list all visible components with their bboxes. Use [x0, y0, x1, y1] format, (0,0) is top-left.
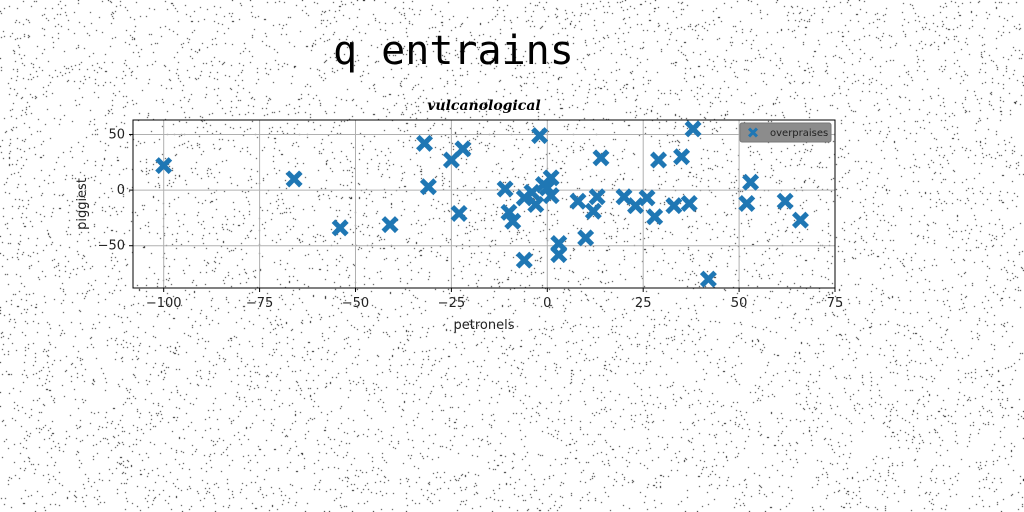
data-point [699, 270, 717, 288]
data-point [515, 251, 533, 269]
data-point [504, 212, 522, 230]
data-point [650, 151, 668, 169]
chart-title: vulcanological [427, 98, 540, 114]
data-point [381, 216, 399, 234]
x-tick-label: 50 [731, 296, 748, 311]
data-point [638, 189, 656, 207]
data-point [577, 229, 595, 247]
legend-marker [748, 127, 758, 138]
x-tick-label: −75 [246, 296, 273, 311]
x-tick-label: −100 [146, 296, 182, 311]
data-point [155, 157, 173, 175]
data-point [419, 178, 437, 196]
plot-frame [132, 119, 836, 289]
data-point [592, 149, 610, 167]
legend-label: overpraises [770, 128, 828, 139]
legend-box [739, 122, 832, 143]
data-point [416, 134, 434, 152]
data-point [450, 204, 468, 222]
data-point [442, 151, 460, 169]
data-point [569, 192, 587, 210]
y-tick-label: 50 [108, 127, 125, 142]
data-point [588, 188, 606, 206]
data-point [665, 197, 683, 215]
axis-ticks: −100 −75 −50 −25 0 25 50 75 50 0 −50 [98, 127, 844, 311]
data-point [627, 197, 645, 215]
data-point [673, 148, 691, 166]
data-point [646, 208, 664, 226]
data-point [584, 202, 602, 220]
x-tick-label: 75 [827, 296, 844, 311]
x-axis-label: petronels [454, 318, 515, 333]
x-tick-label: 25 [635, 296, 652, 311]
data-point [527, 196, 545, 214]
x-tick-label: 0 [543, 296, 551, 311]
data-point [542, 187, 560, 205]
y-axis-label: piggiest [75, 178, 90, 230]
data-points [155, 120, 809, 288]
legend: overpraises [739, 122, 832, 143]
data-point [738, 194, 756, 212]
data-point [523, 183, 541, 201]
data-point [331, 219, 349, 237]
legend-marker-icon [748, 127, 758, 138]
y-tick-label: −50 [98, 239, 125, 254]
data-point [454, 140, 472, 158]
data-point [742, 173, 760, 191]
data-point [496, 180, 514, 198]
data-point [680, 194, 698, 212]
data-point [285, 170, 303, 188]
y-tick-label: 0 [117, 183, 125, 198]
x-tick-label: −25 [438, 296, 465, 311]
page-heading: q entrains [333, 28, 574, 74]
data-point [531, 127, 549, 145]
x-tick-label: −50 [342, 296, 369, 311]
data-point [550, 246, 568, 264]
grid-lines [133, 120, 836, 288]
data-point [684, 120, 702, 138]
data-point [791, 211, 809, 229]
data-point [542, 169, 560, 187]
data-point [776, 192, 794, 210]
